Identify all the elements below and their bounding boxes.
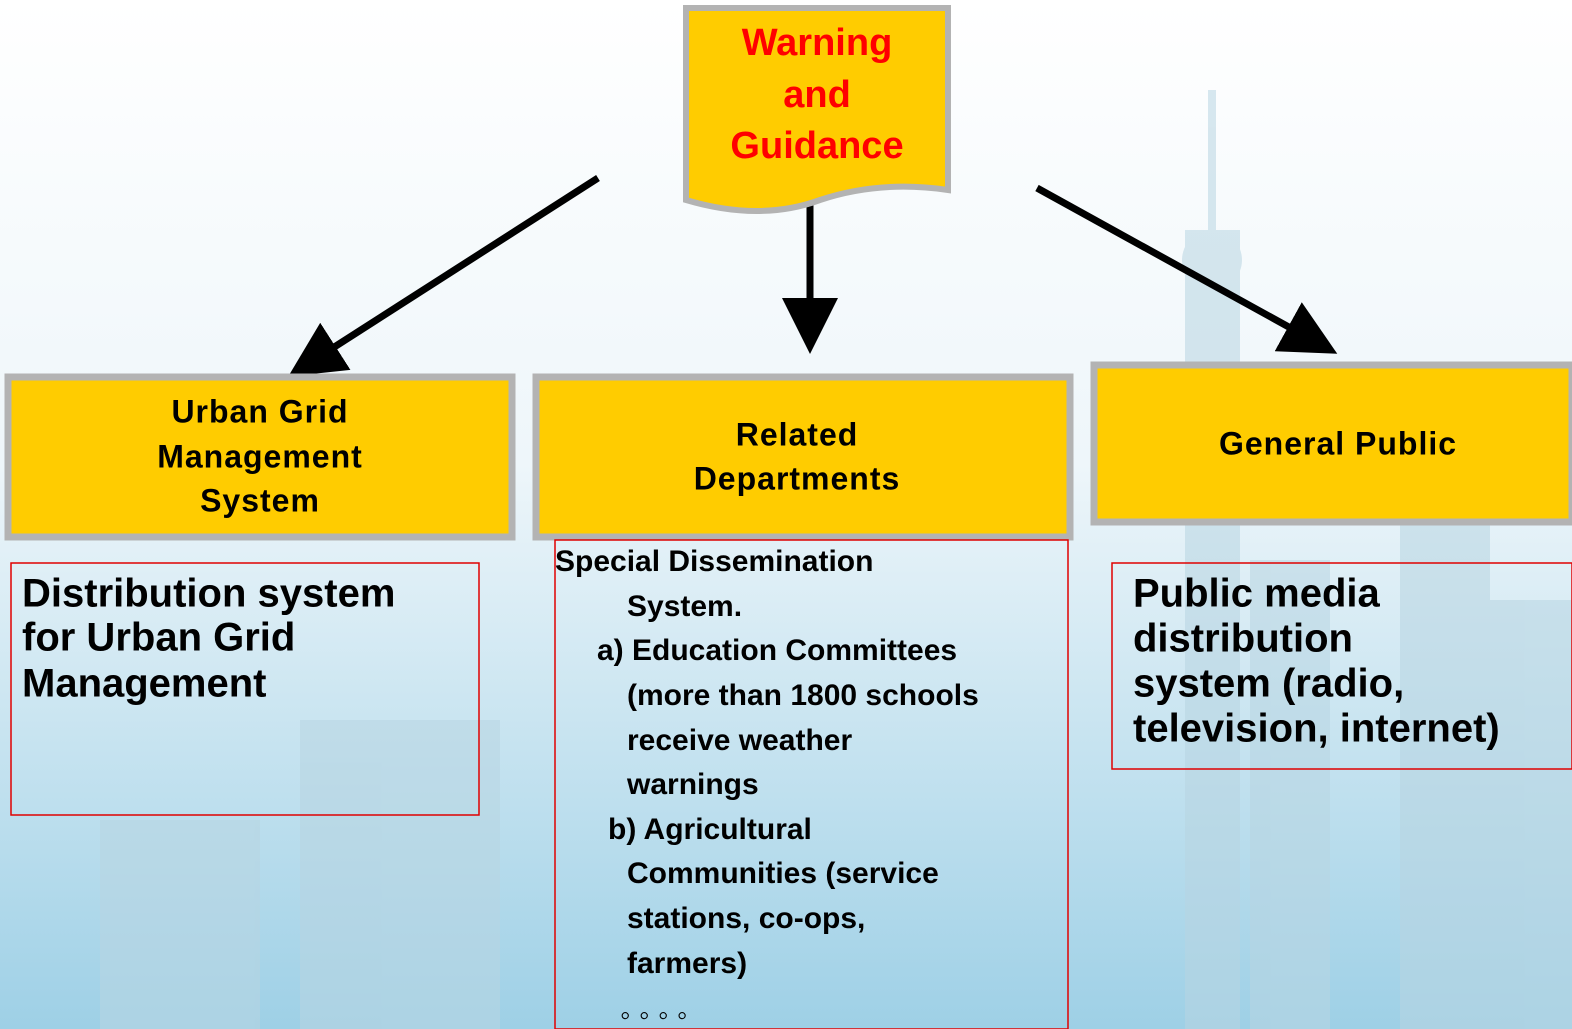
node-title: Urban Grid <box>171 393 348 429</box>
node-title: Departments <box>694 460 901 496</box>
description-line: Management <box>22 662 267 706</box>
node-title: System <box>200 482 320 518</box>
description-line: (more than 1800 schools <box>627 679 979 712</box>
description-line: Distribution system <box>22 572 395 616</box>
description-line: warnings <box>626 768 759 801</box>
root-label: and <box>783 74 851 116</box>
description-line: distribution <box>1133 617 1353 661</box>
node-title: General Public <box>1219 425 1457 461</box>
description-line: ◦ ◦ ◦ ◦ <box>620 999 688 1029</box>
description-line: a) Education Committees <box>597 634 957 667</box>
description-line: for Urban Grid <box>22 616 295 660</box>
root-label: Guidance <box>730 125 903 167</box>
node-box <box>536 377 1070 537</box>
description-line: b) Agricultural <box>608 813 812 846</box>
description-line: system (radio, <box>1133 662 1404 706</box>
description-line: Special Dissemination <box>555 545 873 578</box>
description-line: Communities (service <box>627 857 939 890</box>
diagram: Warning and Guidance Urban Grid Management Sy… <box>0 0 1572 1029</box>
description-line: television, internet) <box>1133 707 1500 751</box>
description-line: System. <box>627 590 742 623</box>
node-title: Related <box>736 416 859 452</box>
description-line: receive weather <box>627 724 852 757</box>
description-line: Public media <box>1133 572 1380 616</box>
node-title: Management <box>157 438 363 474</box>
description-line: stations, co-ops, <box>627 902 865 935</box>
description-line: farmers) <box>627 947 747 980</box>
root-label: Warning <box>742 22 893 64</box>
